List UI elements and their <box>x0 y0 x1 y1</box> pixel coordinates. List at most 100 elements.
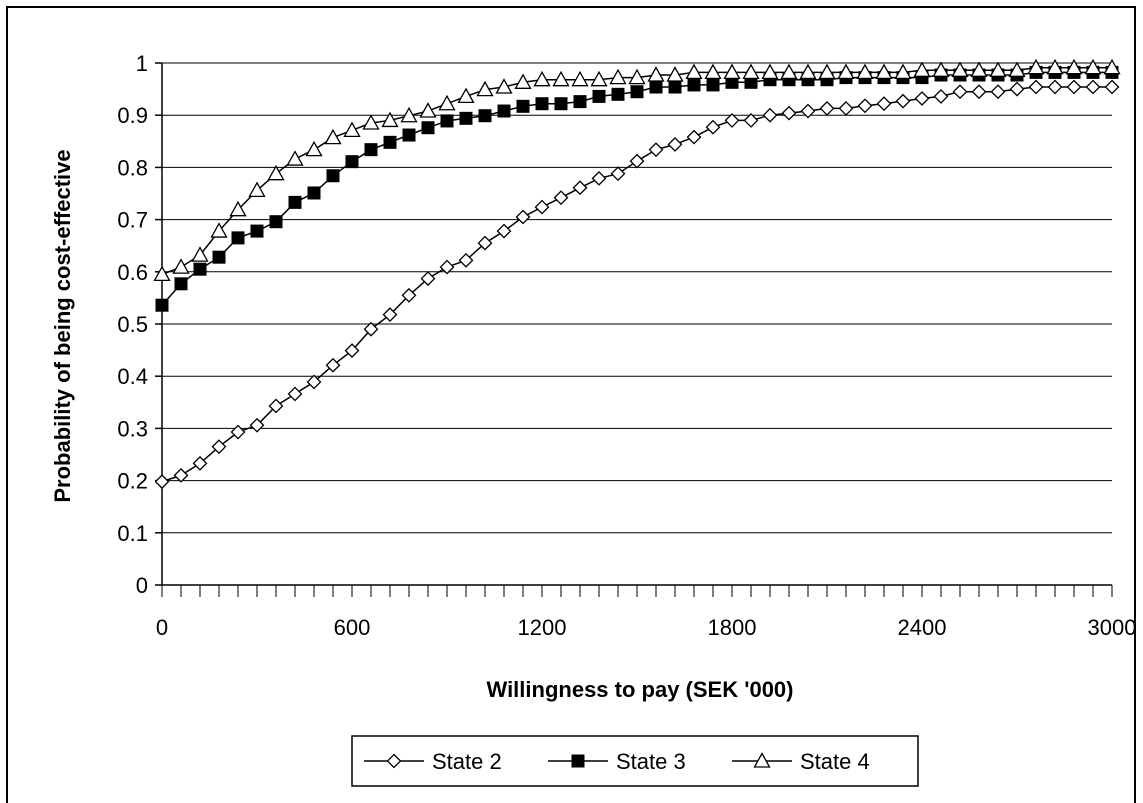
data-point <box>553 190 569 206</box>
outer-frame <box>6 6 1136 803</box>
data-point <box>382 307 398 323</box>
data-series <box>153 58 1121 490</box>
y-tick-label: 0.5 <box>117 312 148 337</box>
x-tick-label: 3000 <box>1088 615 1137 640</box>
legend-label: State 2 <box>432 749 502 774</box>
data-point <box>402 128 416 142</box>
x-tick-labels: 0 600 1200 1800 2400 3000 <box>156 615 1137 640</box>
axes <box>155 62 1113 597</box>
y-tick-labels: 0 0.1 0.2 0.3 0.4 0.5 0.6 0.7 0.8 0.9 1 <box>117 51 148 598</box>
data-point <box>818 63 836 80</box>
data-point <box>933 88 949 104</box>
data-point <box>287 386 303 402</box>
data-point <box>533 70 551 87</box>
data-point <box>762 107 778 123</box>
data-point <box>1046 58 1064 75</box>
data-point <box>458 252 474 268</box>
data-point <box>876 96 892 112</box>
data-point <box>780 63 798 80</box>
data-point <box>951 61 969 77</box>
data-point <box>173 467 189 483</box>
data-point <box>248 181 266 198</box>
data-point <box>478 109 492 123</box>
data-point <box>913 61 931 77</box>
data-point <box>288 195 302 209</box>
y-tick-label: 0.3 <box>117 416 148 441</box>
data-point <box>172 258 190 274</box>
data-point <box>307 186 321 200</box>
data-point <box>837 63 855 80</box>
data-point <box>1008 61 1026 77</box>
data-point <box>629 153 645 169</box>
data-point <box>515 209 531 225</box>
series-state-2 <box>154 79 1120 490</box>
data-point <box>610 166 626 182</box>
data-point <box>723 63 741 80</box>
data-point <box>286 150 304 166</box>
data-point <box>573 95 587 109</box>
legend-item: State 3 <box>548 749 686 774</box>
y-tick-label: 0.1 <box>117 521 148 546</box>
data-point <box>514 73 532 89</box>
data-point <box>174 277 188 291</box>
data-point <box>154 474 170 490</box>
data-point <box>383 135 397 149</box>
data-point <box>249 417 265 433</box>
legend-label: State 3 <box>616 749 686 774</box>
data-point <box>438 94 456 111</box>
data-point <box>819 100 835 116</box>
data-point <box>704 63 722 80</box>
gridlines <box>162 62 1112 534</box>
data-point <box>210 222 228 238</box>
data-point <box>742 63 760 80</box>
data-point <box>648 142 664 158</box>
data-point <box>230 424 246 440</box>
data-point <box>781 105 797 121</box>
data-point <box>345 155 359 169</box>
data-point <box>267 164 285 181</box>
data-point <box>516 99 530 113</box>
data-point <box>386 753 402 769</box>
data-point <box>1084 58 1102 75</box>
y-axis-title: Probability of being cost-effective <box>50 149 75 502</box>
data-point <box>990 84 1006 100</box>
data-point <box>705 119 721 135</box>
data-point <box>153 265 171 282</box>
legend-item: State 2 <box>364 749 502 774</box>
x-tick-label: 0 <box>156 615 168 640</box>
data-point <box>326 169 340 183</box>
y-tick-label: 0.6 <box>117 260 148 285</box>
data-point <box>495 78 513 94</box>
x-tick-label: 1200 <box>518 615 567 640</box>
data-point <box>534 199 550 215</box>
data-point <box>800 103 816 119</box>
data-point <box>459 111 473 125</box>
data-point <box>914 91 930 106</box>
data-point <box>611 87 625 101</box>
data-point <box>554 97 568 111</box>
data-point <box>895 93 911 109</box>
data-point <box>421 121 435 135</box>
data-point <box>667 137 683 152</box>
y-tick-label: 1 <box>136 51 148 76</box>
data-point <box>364 143 378 157</box>
data-point <box>212 250 226 264</box>
legend: State 2 State 3 State 4 <box>351 735 919 787</box>
data-point <box>724 113 740 128</box>
data-point <box>1066 79 1082 95</box>
data-point <box>457 87 475 104</box>
series-state-4 <box>153 58 1121 282</box>
data-point <box>706 78 720 92</box>
legend-item: State 4 <box>732 749 870 774</box>
data-point <box>268 398 284 414</box>
data-point <box>343 121 361 137</box>
data-point <box>362 114 380 130</box>
data-point <box>250 224 264 238</box>
y-tick-label: 0 <box>136 573 148 598</box>
data-point <box>856 63 874 80</box>
data-point <box>497 104 511 118</box>
x-tick-label: 2400 <box>898 615 947 640</box>
data-point <box>496 223 512 239</box>
data-point <box>875 63 893 80</box>
